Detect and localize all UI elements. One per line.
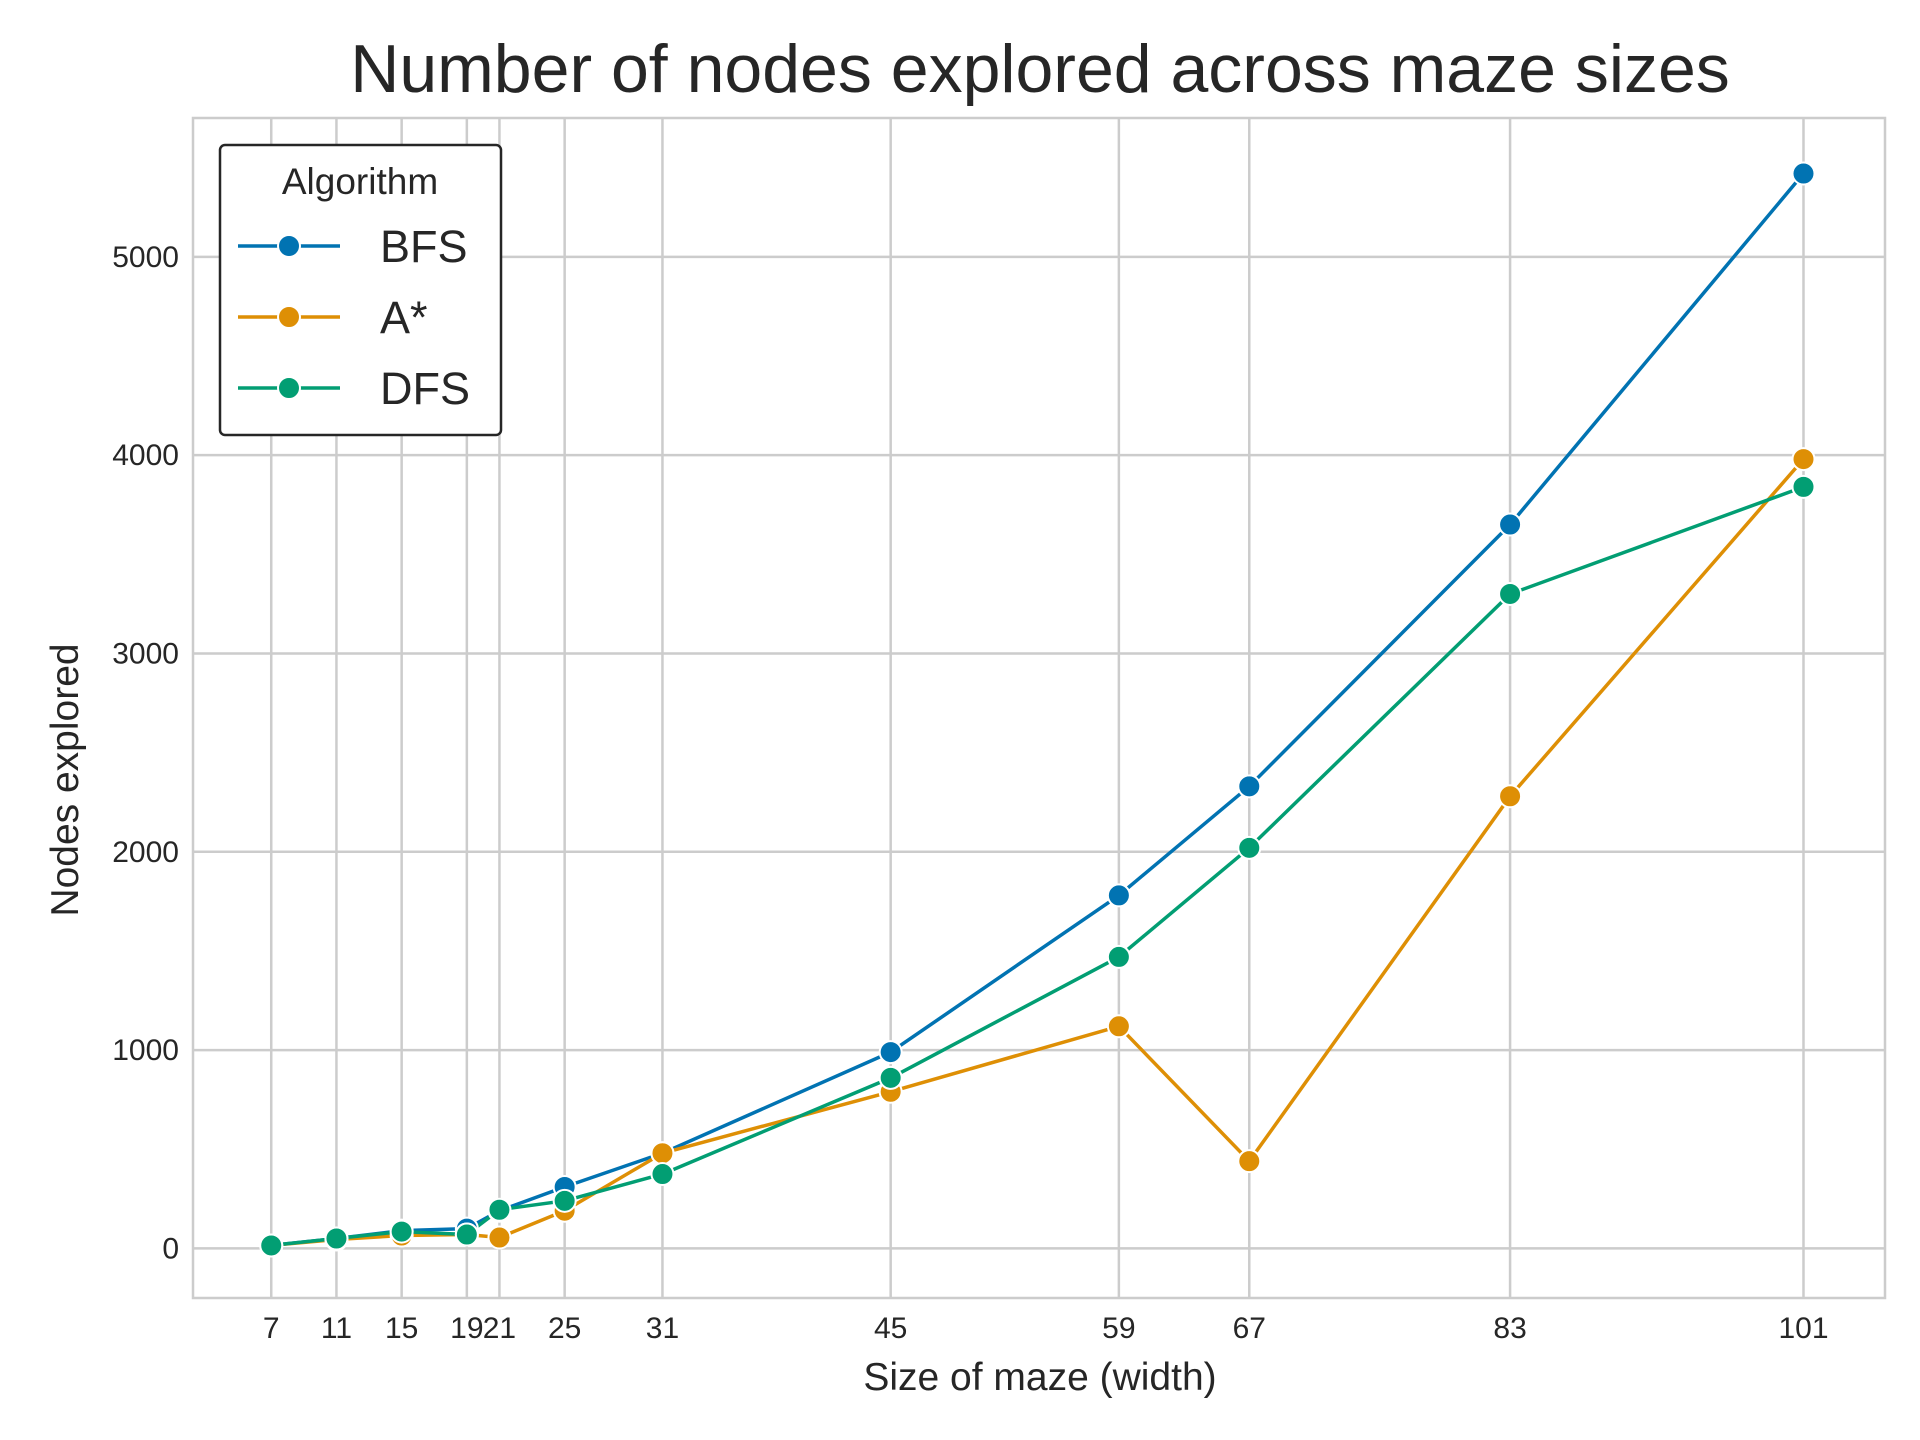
data-point <box>259 1233 284 1258</box>
data-point <box>1106 1014 1131 1039</box>
x-tick-label: 7 <box>263 1312 280 1345</box>
data-point <box>1498 512 1523 537</box>
x-tick-label: 83 <box>1493 1312 1526 1345</box>
x-tick-label: 15 <box>385 1312 418 1345</box>
x-tick-label: 21 <box>483 1312 516 1345</box>
chart-title: Number of nodes explored across maze siz… <box>350 31 1730 107</box>
legend-entries: BFS A* DFS <box>238 221 470 414</box>
x-tick-label: 31 <box>646 1312 679 1345</box>
legend-marker <box>277 305 301 329</box>
data-point <box>487 1225 512 1250</box>
data-point <box>1498 581 1523 606</box>
x-tick-label: 101 <box>1778 1312 1828 1345</box>
x-tick-label: 19 <box>450 1312 483 1345</box>
y-tick-label: 5000 <box>112 241 179 274</box>
data-point <box>1237 835 1262 860</box>
data-point <box>650 1162 675 1187</box>
data-point <box>878 1065 903 1090</box>
x-tick-label: 59 <box>1102 1312 1135 1345</box>
data-point <box>1237 774 1262 799</box>
legend-marker <box>277 234 301 258</box>
data-point <box>1791 447 1816 472</box>
legend-label: BFS <box>380 221 468 272</box>
data-point <box>1237 1149 1262 1174</box>
legend-frame <box>218 143 503 437</box>
y-tick-labels: 0 1000 2000 3000 4000 5000 <box>112 241 179 1266</box>
legend: Algorithm BFS A* DFS <box>218 143 503 437</box>
series-line <box>271 485 1805 1248</box>
legend-label: A* <box>380 292 428 343</box>
legend-marker <box>277 376 301 400</box>
x-axis-label: Size of maze (width) <box>863 1356 1216 1399</box>
y-tick-label: 1000 <box>112 1034 179 1067</box>
plot-frame <box>191 116 1887 1300</box>
data-point <box>878 1040 903 1065</box>
legend-label: DFS <box>380 363 470 414</box>
data-point <box>1106 944 1131 969</box>
y-tick-label: 2000 <box>112 836 179 869</box>
y-tick-label: 3000 <box>112 637 179 670</box>
y-tick-label: 4000 <box>112 439 179 472</box>
series-layer <box>259 161 1816 1258</box>
data-point <box>324 1226 349 1251</box>
x-tick-labels: 7 11 15 19 21 25 31 45 59 67 83 101 <box>263 1312 1829 1345</box>
data-point <box>454 1222 479 1247</box>
data-point <box>1791 161 1816 186</box>
x-tick-label: 25 <box>548 1312 581 1345</box>
legend-title: Algorithm <box>282 161 438 202</box>
y-axis-label: Nodes explored <box>44 643 87 916</box>
y-tick-label: 0 <box>162 1232 179 1265</box>
data-point <box>487 1197 512 1222</box>
x-tick-label: 67 <box>1233 1312 1266 1345</box>
data-point <box>1106 883 1131 908</box>
data-point <box>1498 784 1523 809</box>
data-point <box>650 1141 675 1166</box>
x-tick-label: 45 <box>874 1312 907 1345</box>
data-point <box>389 1219 414 1244</box>
data-point <box>552 1188 577 1213</box>
x-tick-label: 11 <box>321 1312 352 1345</box>
data-point <box>1791 474 1816 499</box>
